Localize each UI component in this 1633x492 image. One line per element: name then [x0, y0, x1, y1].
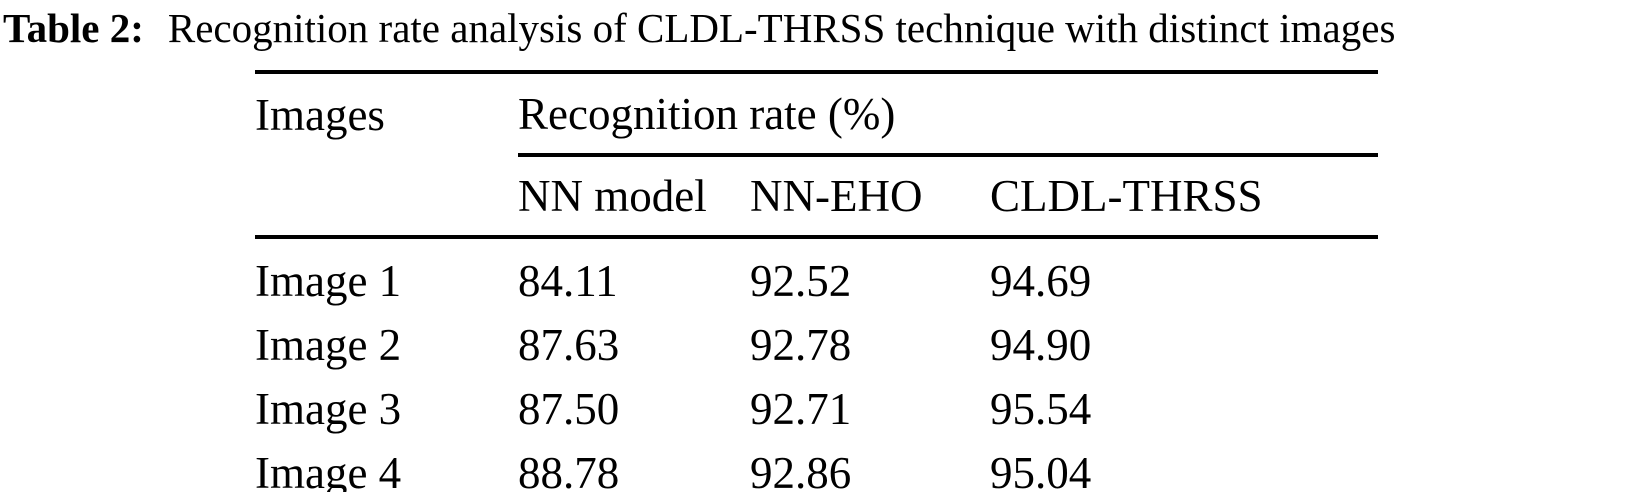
header-cell-recognition-rate-group: Recognition rate (%) — [518, 70, 1379, 157]
header-cell-nn-model: NN model — [518, 155, 750, 239]
cell-nn-eho: 92.71 — [750, 384, 852, 434]
cell-nn-model: 84.11 — [518, 256, 618, 306]
header-cell-cldl-thrss: CLDL-THRSS — [990, 155, 1379, 239]
cell-nn-model: 88.78 — [518, 441, 750, 492]
cell-nn-model: 87.50 — [518, 384, 620, 434]
row-label: Image 1 — [255, 256, 402, 306]
cell-nn-eho: 92.86 — [750, 441, 990, 492]
row-label: Image 3 — [255, 384, 402, 434]
header-cell-nn-eho: NN-EHO — [750, 155, 990, 239]
cell-nn-eho: 92.78 — [750, 320, 852, 370]
header-cell-images: Images — [255, 70, 518, 155]
header-row-models: NN model NN-EHO CLDL-THRSS — [255, 155, 1379, 239]
recognition-rate-table: Images Recognition rate (%) NN model NN-… — [255, 70, 1379, 492]
table-caption-label: Table 2: — [3, 5, 144, 51]
table-row: Image 3 87.50 92.71 95.54 — [255, 377, 1378, 441]
table-caption-text: Recognition rate analysis of CLDL-THRSS … — [167, 5, 1396, 51]
cell-nn-model: 87.63 — [518, 320, 620, 370]
cell-cldl-thrss: 95.54 — [990, 384, 1092, 434]
table-row: Image 4 88.78 92.86 95.04 — [255, 441, 1379, 492]
table-row: Image 2 87.63 92.78 94.90 — [255, 313, 1378, 377]
table-caption: Table 2: Recognition rate analysis of CLD… — [3, 2, 1633, 54]
row-label: Image 4 — [255, 441, 518, 492]
cell-cldl-thrss: 94.90 — [990, 320, 1092, 370]
header-cell-empty — [255, 155, 518, 239]
row-label: Image 2 — [255, 320, 402, 370]
cell-cldl-thrss: 95.04 — [990, 441, 1379, 492]
header-row-group: Images Recognition rate (%) — [255, 70, 1379, 157]
table-row: Image 1 84.11 92.52 94.69 — [255, 237, 1378, 313]
cell-nn-eho: 92.52 — [750, 256, 852, 306]
cell-cldl-thrss: 94.69 — [990, 256, 1092, 306]
